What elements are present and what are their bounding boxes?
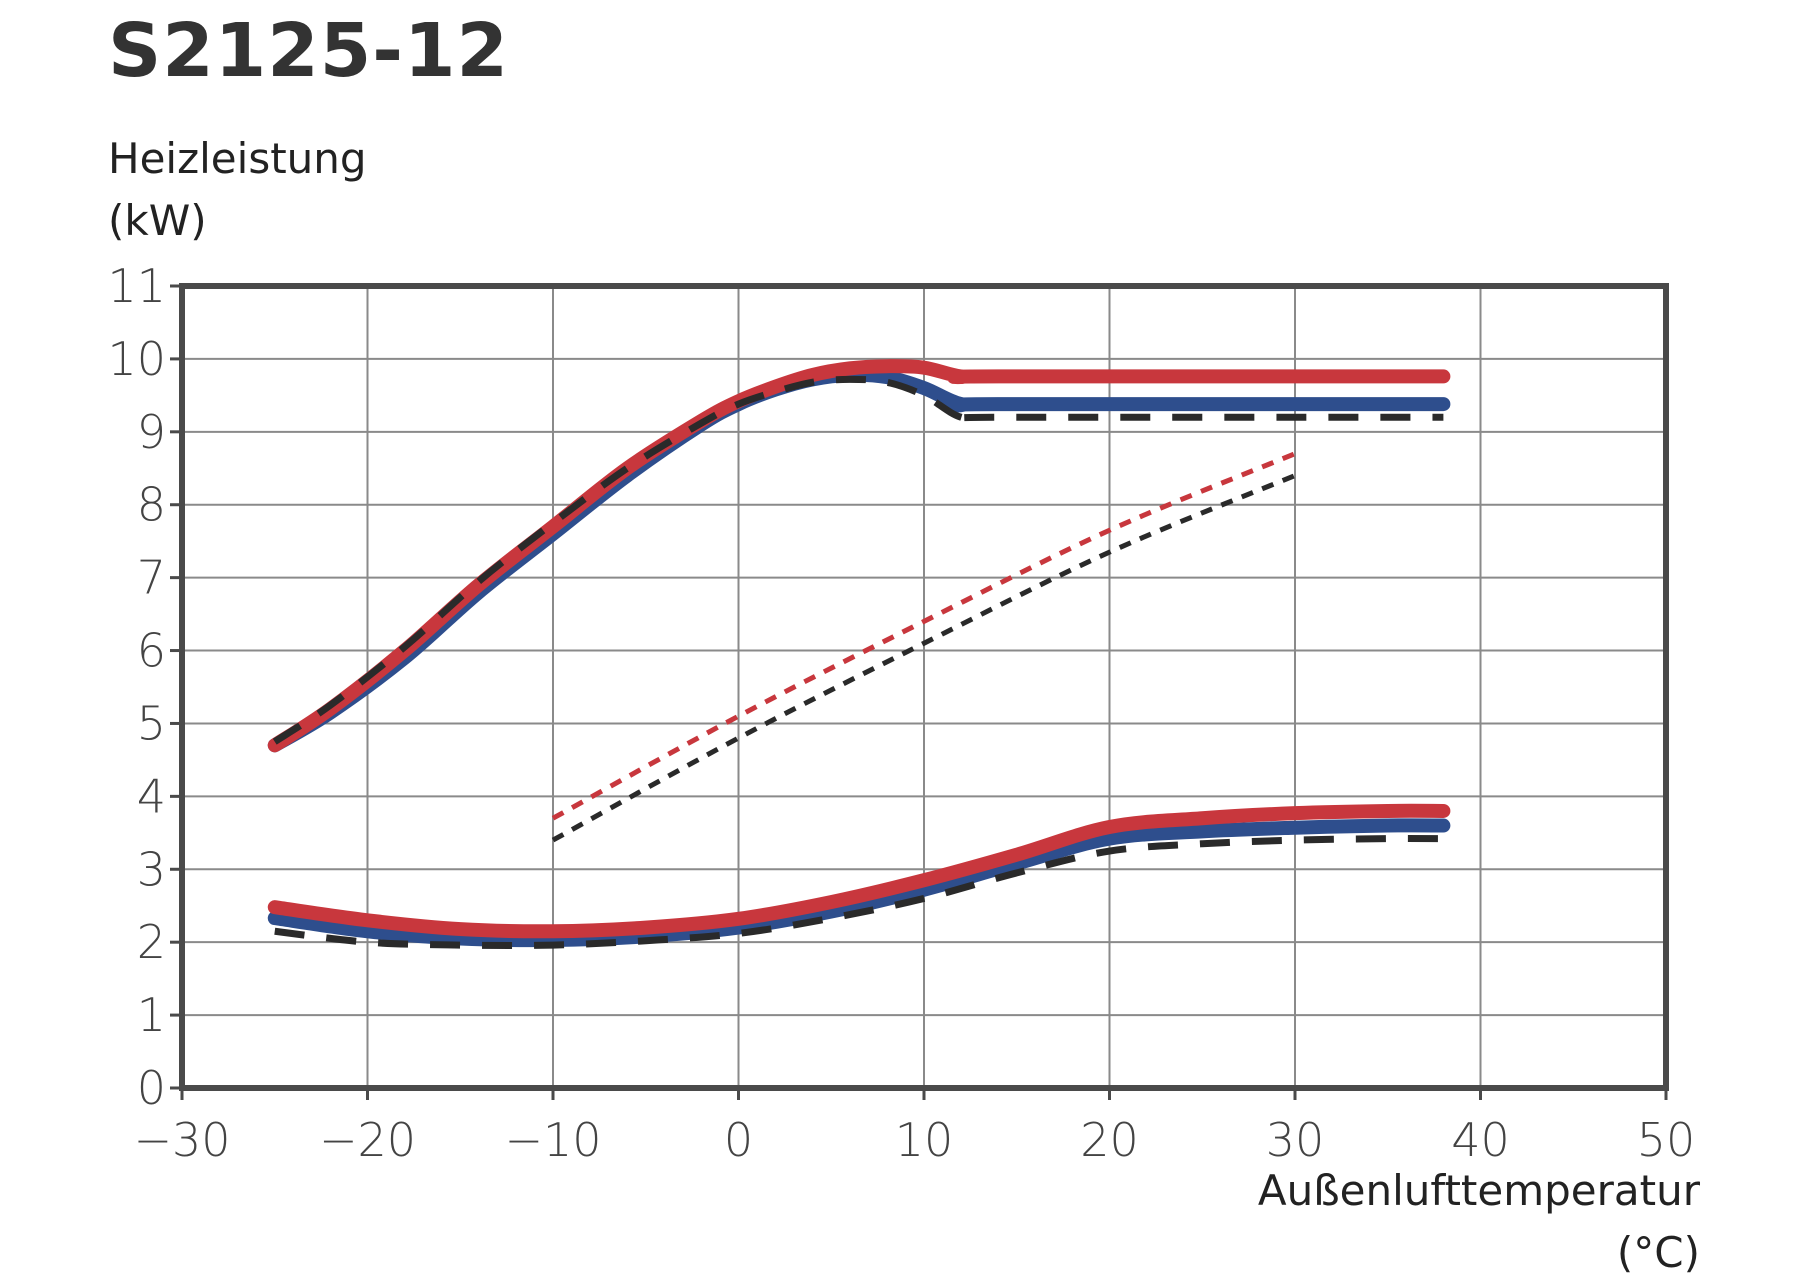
y-tick-label: 3 bbox=[137, 842, 166, 896]
y-tick-label: 8 bbox=[137, 478, 166, 532]
x-tick-label: −30 bbox=[133, 1113, 230, 1167]
y-tick-label: 2 bbox=[137, 915, 166, 969]
y-tick-label: 6 bbox=[137, 624, 166, 678]
ticks: −30 −20 −10 0 10 20 30 40 50 0 1 2 3 4 5 6 7 8 9 10 11 bbox=[107, 259, 1695, 1167]
series-line-dash bbox=[272, 375, 1444, 745]
y-tick-label: 0 bbox=[137, 1061, 166, 1115]
y-tick-label: 5 bbox=[137, 696, 166, 750]
x-axis-label-text: Außenlufttemperatur (°C) bbox=[1257, 1166, 1700, 1277]
y-tick-label: 10 bbox=[107, 332, 166, 386]
series-line-solid bbox=[267, 359, 1451, 753]
series-group bbox=[267, 359, 1451, 950]
y-tick-label: 9 bbox=[137, 405, 166, 459]
series-line-solid bbox=[267, 818, 1451, 948]
y-tick-label: 1 bbox=[137, 988, 166, 1042]
series-line-solid bbox=[267, 803, 1451, 939]
series-line-dot bbox=[551, 451, 1296, 821]
x-tick-label: 50 bbox=[1637, 1113, 1696, 1167]
x-tick-label: 20 bbox=[1080, 1113, 1139, 1167]
chart-title: S2125-12 bbox=[108, 8, 509, 94]
series-line-solid bbox=[267, 367, 1451, 753]
x-tick-label: −20 bbox=[319, 1113, 416, 1167]
series-line-dot bbox=[551, 473, 1296, 843]
y-tick-label: 4 bbox=[137, 769, 166, 823]
x-tick-label: −10 bbox=[504, 1113, 601, 1167]
y-tick-label: 7 bbox=[137, 551, 166, 605]
y-axis-label: Heizleistung (kW) bbox=[108, 128, 367, 252]
y-tick-label: 11 bbox=[107, 259, 166, 313]
x-tick-label: 10 bbox=[895, 1113, 954, 1167]
y-axis-label-text: Heizleistung (kW) bbox=[108, 134, 367, 245]
x-tick-label: 30 bbox=[1266, 1113, 1325, 1167]
series-line-dash bbox=[274, 835, 1444, 950]
x-axis-label: Außenlufttemperatur (°C) bbox=[1258, 1160, 1700, 1284]
x-tick-label: 0 bbox=[724, 1113, 753, 1167]
x-tick-label: 40 bbox=[1451, 1113, 1510, 1167]
